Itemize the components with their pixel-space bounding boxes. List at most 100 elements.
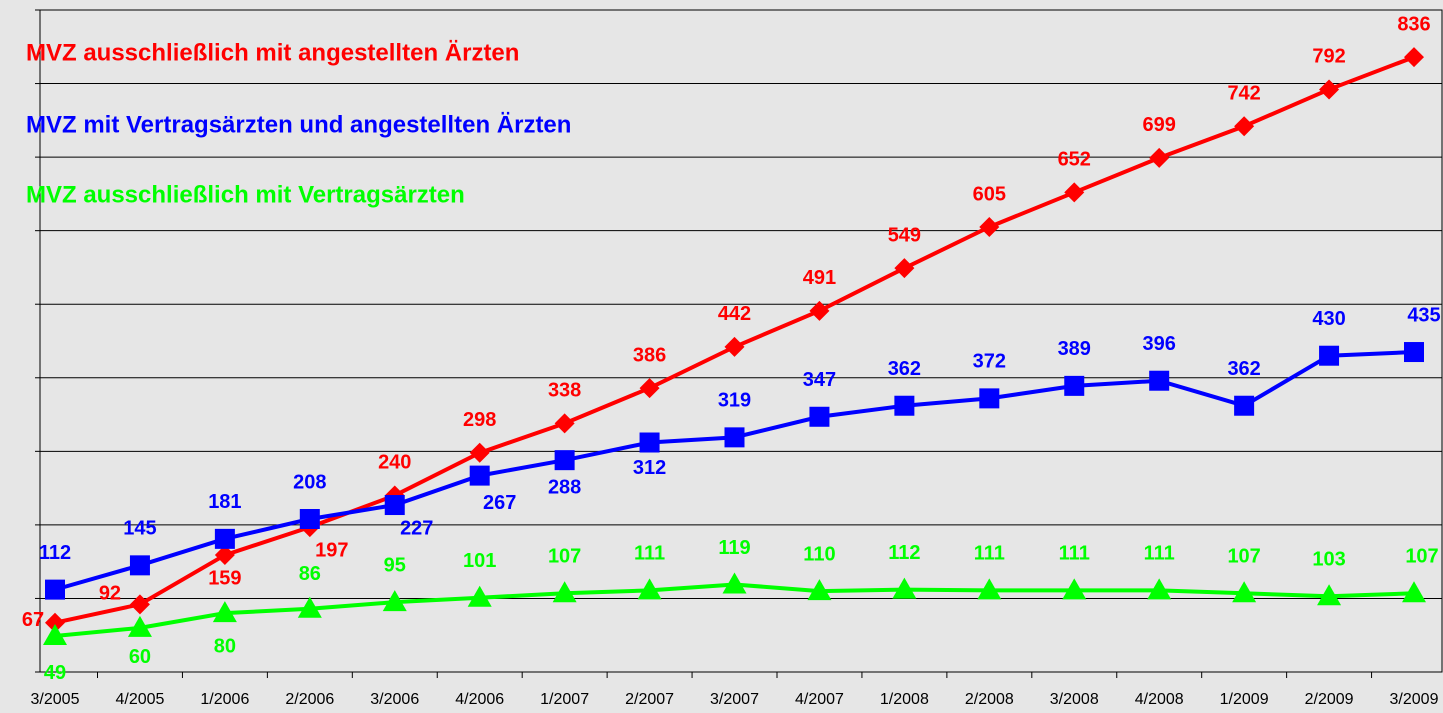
data-label: 396 xyxy=(1143,333,1176,355)
data-label: 372 xyxy=(973,351,1006,373)
data-label: 347 xyxy=(803,369,836,391)
x-tick-label: 4/2008 xyxy=(1135,691,1184,708)
x-tick-label: 1/2009 xyxy=(1220,691,1269,708)
marker xyxy=(1062,578,1087,600)
data-label: 111 xyxy=(974,543,1005,565)
marker xyxy=(892,577,917,599)
x-tick-label: 2/2006 xyxy=(285,691,334,708)
marker xyxy=(807,579,832,601)
data-label: 389 xyxy=(1058,338,1091,360)
marker xyxy=(554,450,575,471)
marker xyxy=(1402,581,1426,603)
marker xyxy=(214,528,235,549)
data-label: 312 xyxy=(633,457,666,479)
x-tick-label: 2/2007 xyxy=(625,691,674,708)
marker xyxy=(299,509,320,530)
x-tick-label: 3/2005 xyxy=(31,691,80,708)
marker xyxy=(127,615,152,637)
marker xyxy=(1064,182,1085,203)
marker xyxy=(809,300,830,321)
x-tick-label: 3/2006 xyxy=(370,691,419,708)
data-label: 652 xyxy=(1058,149,1091,171)
data-label: 95 xyxy=(384,554,406,576)
data-label: 101 xyxy=(463,550,496,572)
data-label: 792 xyxy=(1312,46,1345,68)
data-label: 362 xyxy=(888,358,921,380)
data-label: 386 xyxy=(633,344,666,366)
data-label: 362 xyxy=(1227,358,1260,380)
marker xyxy=(979,388,1000,409)
x-tick-label: 3/2009 xyxy=(1390,691,1439,708)
data-label: 197 xyxy=(315,539,348,561)
data-label: 92 xyxy=(99,583,121,605)
data-label: 111 xyxy=(1144,543,1175,565)
marker xyxy=(129,555,150,576)
marker xyxy=(1147,578,1172,600)
data-label: 60 xyxy=(129,646,151,668)
marker xyxy=(1234,395,1255,416)
data-label: 338 xyxy=(548,380,581,402)
x-tick-label: 1/2008 xyxy=(880,691,929,708)
marker xyxy=(1149,147,1170,168)
data-label: 86 xyxy=(299,563,321,585)
marker xyxy=(1319,345,1340,366)
marker xyxy=(45,579,65,600)
marker xyxy=(894,395,915,416)
x-tick-label: 4/2005 xyxy=(115,691,164,708)
marker xyxy=(1404,342,1424,363)
x-tick-label: 3/2008 xyxy=(1050,691,1099,708)
marker xyxy=(129,594,150,615)
marker xyxy=(1232,581,1257,603)
marker xyxy=(724,427,745,448)
data-label: 430 xyxy=(1312,308,1345,330)
marker xyxy=(639,378,660,399)
data-label: 107 xyxy=(1405,546,1438,568)
marker xyxy=(1234,116,1255,137)
marker xyxy=(554,413,575,434)
data-label: 111 xyxy=(634,543,665,565)
marker xyxy=(43,623,67,645)
marker xyxy=(384,495,405,516)
marker xyxy=(809,406,830,427)
marker xyxy=(552,581,577,603)
data-label: 442 xyxy=(718,303,751,325)
x-tick-label: 1/2006 xyxy=(200,691,249,708)
marker xyxy=(469,465,490,486)
plot-area xyxy=(39,9,1443,673)
marker xyxy=(467,585,492,607)
legend-entry: MVZ ausschließlich mit angestellten Ärzt… xyxy=(26,39,519,66)
data-label: 119 xyxy=(718,537,750,559)
marker xyxy=(977,578,1002,600)
x-tick-label: 4/2007 xyxy=(795,691,844,708)
marker xyxy=(639,432,660,453)
data-label: 49 xyxy=(44,662,66,684)
marker xyxy=(979,216,1000,237)
data-label: 110 xyxy=(803,543,835,565)
data-label: 181 xyxy=(208,491,241,513)
marker xyxy=(214,545,235,566)
marker xyxy=(469,442,490,463)
marker xyxy=(1404,47,1424,68)
data-label: 112 xyxy=(39,542,71,564)
data-label: 240 xyxy=(378,452,411,474)
x-tick-label: 4/2006 xyxy=(455,691,504,708)
marker xyxy=(1319,79,1340,100)
marker xyxy=(724,336,745,357)
data-label: 145 xyxy=(123,518,156,540)
data-label: 699 xyxy=(1143,114,1176,136)
marker xyxy=(45,612,65,633)
marker xyxy=(722,572,747,594)
data-label: 80 xyxy=(214,635,236,657)
data-label: 159 xyxy=(208,567,241,589)
data-label: 435 xyxy=(1407,304,1440,326)
data-label: 112 xyxy=(888,542,920,564)
marker xyxy=(1064,375,1085,396)
data-label: 67 xyxy=(22,609,44,631)
x-tick-label: 2/2009 xyxy=(1305,691,1354,708)
data-label: 549 xyxy=(888,224,921,246)
data-label: 742 xyxy=(1227,82,1260,104)
marker xyxy=(637,578,662,600)
marker xyxy=(1149,370,1170,391)
marker xyxy=(1317,584,1342,606)
